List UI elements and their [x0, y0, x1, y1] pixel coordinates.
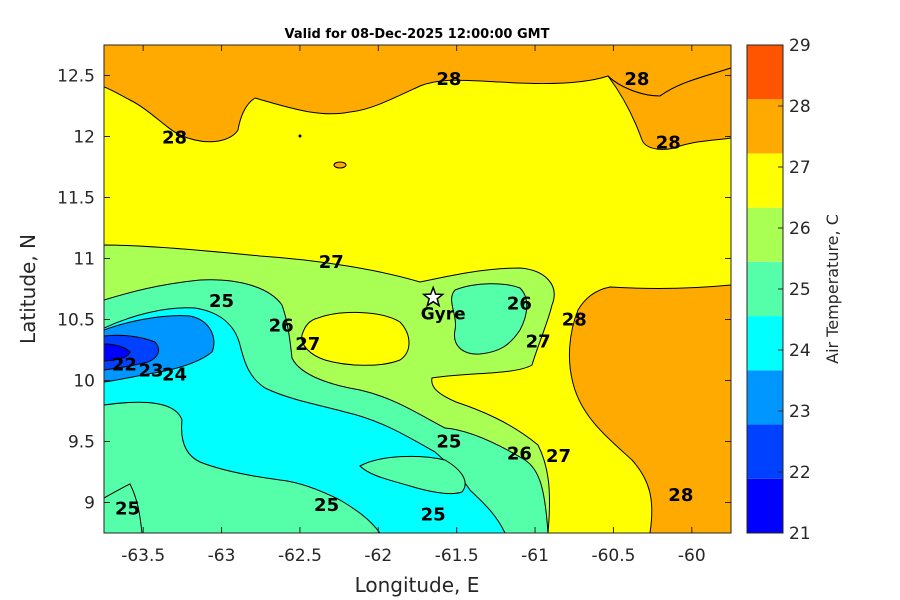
- colorbar-swatch: [747, 316, 783, 371]
- colorbar-tick-label: 25: [789, 280, 811, 300]
- x-tick-label: -62.5: [278, 546, 322, 566]
- x-tick-label: -63: [208, 546, 236, 566]
- contour-label: 22: [112, 355, 137, 376]
- x-tick-label: -61: [521, 546, 549, 566]
- x-tick-label: -60: [678, 546, 706, 566]
- temperature-field: [104, 45, 731, 533]
- marker-label: Gyre: [421, 305, 466, 325]
- colorbar-tick-label: 21: [789, 524, 811, 544]
- region-24-25-southwest: [104, 483, 143, 533]
- markers: Gyre: [421, 285, 466, 325]
- y-tick-label: 9.5: [68, 433, 95, 453]
- tiny-contour-dot: [298, 134, 302, 138]
- contour-label: 25: [421, 505, 446, 526]
- region-below-22: [104, 343, 131, 362]
- y-tick-label: 10: [73, 372, 95, 392]
- contour-label: 26: [507, 294, 532, 315]
- contour-label: 28: [436, 69, 461, 90]
- colorbar-swatch: [747, 478, 783, 533]
- y-tick-label: 9: [84, 494, 95, 514]
- contour-label: 27: [526, 331, 551, 352]
- contour-label: 24: [162, 364, 187, 385]
- contour-label: 25: [436, 432, 461, 453]
- contour-label: 25: [115, 499, 140, 520]
- region-24-25-east: [451, 283, 528, 355]
- colorbar-swatch: [747, 99, 783, 154]
- y-tick-label: 12: [73, 128, 95, 148]
- contour-label: 28: [668, 485, 693, 506]
- colorbar-swatch: [747, 370, 783, 425]
- region-26-27-pocket: [301, 311, 410, 366]
- contour-label: 23: [138, 361, 163, 382]
- contour-label: 27: [295, 334, 320, 355]
- region-21-22: [104, 334, 159, 371]
- colorbar-tick-label: 23: [789, 402, 811, 422]
- x-axis-label: Longitude, E: [355, 573, 480, 597]
- contour-label: 28: [656, 133, 681, 154]
- region-24-25-island: [359, 455, 466, 495]
- chart-title: Valid for 08-Dec-2025 12:00:00 GMT: [285, 27, 550, 42]
- colorbar-tick-label: 29: [789, 36, 811, 56]
- region-27-28-northeast: [607, 67, 731, 150]
- contour-label: 26: [507, 444, 532, 465]
- x-tick-label: -60.5: [591, 546, 635, 566]
- contour-label: 28: [624, 69, 649, 90]
- star-marker-icon: [421, 285, 445, 308]
- y-tick-label: 12.5: [57, 67, 95, 87]
- contour-label: 28: [562, 310, 587, 331]
- colorbar-tick-label: 24: [789, 341, 811, 361]
- colorbar-tick-label: 22: [789, 463, 811, 483]
- colorbar-tick-label: 28: [789, 97, 811, 117]
- y-axis: 9 9.5 10 10.5 11 11.5 12 12.5: [57, 67, 731, 514]
- region-27-28-east: [568, 284, 731, 533]
- x-axis: -63.5 -63 -62.5 -62 -61.5 -61 -60.5 -60: [121, 45, 706, 566]
- y-tick-label: 11.5: [57, 189, 95, 209]
- contour-label: 28: [162, 128, 187, 149]
- contour-label: 25: [314, 495, 339, 516]
- contour-label: 25: [209, 291, 234, 312]
- colorbar-swatch: [747, 424, 783, 479]
- x-tick-label: -63.5: [121, 546, 165, 566]
- contour-label: 26: [269, 316, 294, 337]
- y-tick-label: 10.5: [57, 311, 95, 331]
- small-patch-27-28: [333, 161, 347, 169]
- colorbar-swatch: [747, 153, 783, 208]
- colorbar-tick-label: 26: [789, 219, 811, 239]
- y-axis-label: Latitude, N: [16, 234, 40, 344]
- colorbar-swatch: [747, 45, 783, 100]
- colorbar: 21 22 23 24 25 26 27 28 29: [746, 36, 811, 544]
- x-tick-label: -61.5: [435, 546, 479, 566]
- plot-frame: [103, 44, 732, 534]
- x-tick-label: -62: [364, 546, 392, 566]
- colorbar-label: Air Temperature, C: [823, 214, 842, 364]
- colorbar-tick-label: 27: [789, 158, 811, 178]
- colorbar-swatch: [747, 261, 783, 317]
- contour-label: 27: [546, 446, 571, 467]
- colorbar-swatch: [747, 207, 783, 262]
- y-tick-label: 11: [73, 250, 95, 270]
- contour-label: 27: [319, 252, 344, 273]
